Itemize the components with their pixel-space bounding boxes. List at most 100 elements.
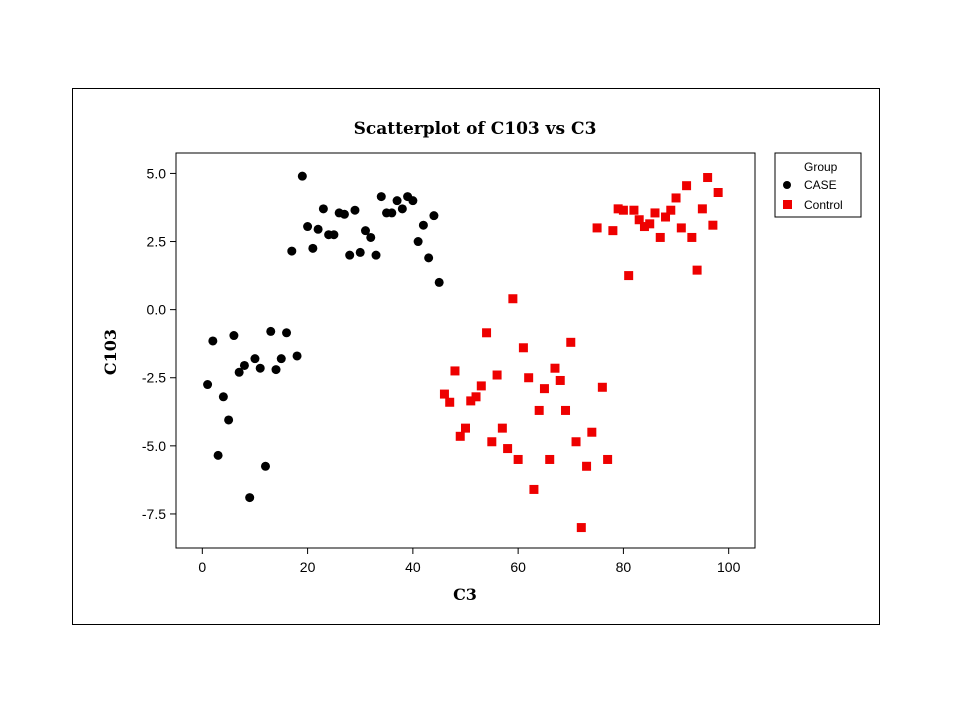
point-control bbox=[571, 437, 581, 447]
point-control bbox=[608, 226, 618, 236]
y-tick-label: -7.5 bbox=[142, 506, 166, 522]
point-control bbox=[445, 397, 455, 407]
point-control bbox=[687, 232, 697, 242]
point-control bbox=[508, 294, 518, 304]
point-case bbox=[429, 211, 439, 221]
point-control bbox=[713, 188, 723, 197]
x-tick-label: 0 bbox=[198, 559, 206, 575]
point-control bbox=[561, 405, 571, 415]
x-tick-label: 80 bbox=[616, 559, 632, 575]
point-control bbox=[666, 205, 676, 215]
point-case bbox=[282, 328, 292, 338]
point-case bbox=[329, 230, 339, 240]
point-case bbox=[239, 360, 249, 370]
point-case bbox=[408, 196, 418, 206]
y-tick-label: -5.0 bbox=[142, 438, 166, 454]
point-case bbox=[234, 367, 244, 377]
point-control bbox=[566, 337, 576, 347]
point-control bbox=[576, 523, 586, 533]
y-axis-title: C103 bbox=[101, 329, 120, 375]
point-control bbox=[676, 223, 686, 233]
point-control bbox=[618, 205, 628, 215]
point-case bbox=[271, 365, 281, 375]
point-control bbox=[655, 232, 665, 242]
y-tick-label: 2.5 bbox=[147, 234, 167, 250]
point-case bbox=[203, 380, 213, 390]
point-case bbox=[266, 326, 276, 336]
point-case bbox=[397, 204, 407, 214]
point-control bbox=[482, 328, 492, 338]
point-control bbox=[471, 392, 481, 402]
legend-marker-case bbox=[783, 181, 791, 189]
legend-label-case: CASE bbox=[804, 178, 837, 192]
point-control bbox=[682, 181, 692, 191]
x-axis-title: C3 bbox=[453, 585, 477, 604]
y-axis: 5.0 2.5 0.0 -2.5 -5.0 -7.5 bbox=[142, 165, 176, 522]
point-control bbox=[650, 208, 660, 218]
point-case bbox=[303, 222, 313, 232]
point-control bbox=[539, 384, 549, 394]
point-case bbox=[366, 232, 376, 242]
y-tick-label: -2.5 bbox=[142, 370, 166, 386]
point-control bbox=[697, 204, 707, 214]
point-control bbox=[476, 381, 486, 391]
point-case bbox=[208, 336, 218, 346]
point-control bbox=[466, 396, 476, 406]
point-control bbox=[497, 423, 507, 433]
point-control bbox=[492, 370, 502, 380]
point-case bbox=[245, 493, 255, 503]
point-case bbox=[345, 250, 355, 260]
point-case bbox=[355, 247, 365, 257]
point-case bbox=[360, 226, 370, 236]
point-control bbox=[708, 220, 718, 230]
point-case bbox=[318, 204, 328, 214]
point-case bbox=[376, 192, 386, 202]
plot-area bbox=[175, 152, 756, 549]
point-control bbox=[461, 423, 470, 433]
point-control bbox=[634, 215, 644, 225]
point-control bbox=[597, 382, 607, 392]
point-case bbox=[224, 415, 234, 425]
point-control bbox=[587, 427, 597, 437]
point-case bbox=[339, 209, 349, 219]
point-control bbox=[603, 454, 613, 464]
point-control bbox=[582, 461, 592, 471]
y-tick-label: 0.0 bbox=[147, 302, 167, 318]
point-control bbox=[692, 265, 702, 275]
x-axis: 0 20 40 60 80 100 bbox=[198, 548, 741, 575]
legend: Group CASE Control bbox=[774, 152, 862, 218]
point-case bbox=[287, 246, 297, 256]
point-case bbox=[387, 208, 397, 218]
point-case bbox=[392, 196, 402, 206]
point-control bbox=[645, 219, 655, 229]
point-control bbox=[703, 173, 713, 183]
point-case bbox=[255, 363, 265, 373]
point-control bbox=[629, 205, 639, 215]
point-case bbox=[371, 250, 381, 260]
point-control bbox=[624, 271, 634, 281]
point-case bbox=[424, 253, 434, 263]
point-control bbox=[550, 363, 560, 373]
point-control bbox=[529, 484, 539, 494]
point-case bbox=[213, 450, 223, 460]
point-control bbox=[450, 366, 460, 376]
point-control bbox=[534, 405, 544, 415]
point-case bbox=[308, 243, 318, 253]
x-tick-label: 100 bbox=[717, 559, 741, 575]
point-control bbox=[455, 431, 465, 441]
point-control bbox=[518, 343, 528, 353]
point-case bbox=[434, 277, 444, 287]
chart-title: Scatterplot of C103 vs C3 bbox=[354, 119, 597, 139]
x-tick-label: 20 bbox=[300, 559, 316, 575]
point-case bbox=[260, 461, 270, 471]
point-control bbox=[639, 222, 649, 232]
point-case bbox=[292, 351, 302, 361]
point-control bbox=[555, 375, 565, 385]
point-case bbox=[413, 237, 423, 247]
chart-frame bbox=[72, 88, 880, 625]
point-case bbox=[350, 205, 360, 215]
point-control bbox=[661, 212, 671, 222]
point-control bbox=[613, 204, 623, 214]
legend-title: Group bbox=[804, 160, 838, 174]
